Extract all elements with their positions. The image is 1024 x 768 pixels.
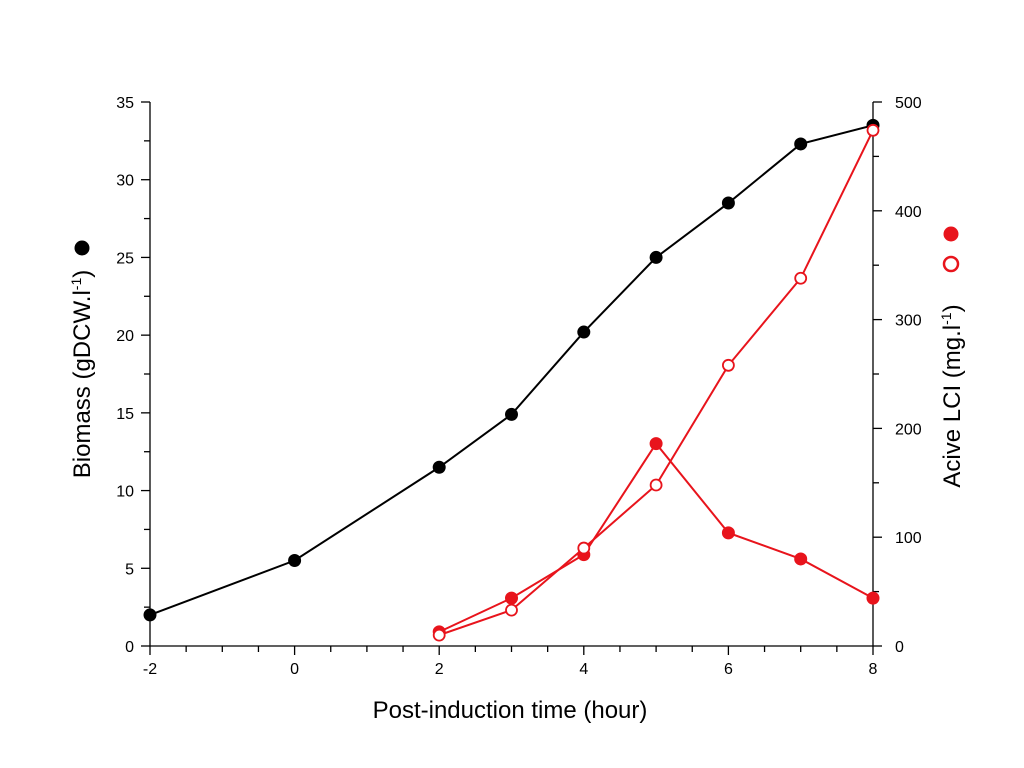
y-axis-title-right-sup: -1 (938, 312, 954, 325)
y-right-tick-label: 300 (895, 313, 922, 330)
data-point-series-0 (794, 137, 808, 151)
x-tick-label: 2 (435, 661, 444, 678)
x-tick-label: 4 (579, 661, 588, 678)
y-right-tick-label: 100 (895, 530, 922, 547)
data-point-series-2 (722, 358, 735, 372)
data-point-series-2 (432, 628, 446, 642)
series-group (143, 118, 880, 642)
data-point-series-0 (649, 250, 663, 264)
y-right-tick-label: 400 (895, 204, 922, 221)
data-point-series-2 (577, 541, 591, 555)
right-legend-open-marker (942, 255, 960, 273)
y-axis-title-left-tail: ) (69, 270, 96, 278)
y-axis-title-right: Acive LCI (mg.l-1) (938, 304, 966, 487)
y-left-tick-label: 10 (116, 484, 134, 501)
x-tick-label: 8 (869, 661, 878, 678)
y-left-tick-label: 30 (116, 173, 134, 190)
data-point-series-2 (649, 478, 663, 492)
data-point-series-2 (505, 603, 518, 617)
y-axis-title-left-text: Biomass (gDCW.l (69, 290, 96, 478)
x-tick-label: -2 (143, 661, 157, 678)
y-axis-title-left: Biomass (gDCW.l-1) (68, 270, 96, 478)
data-point-series-1 (794, 552, 808, 566)
y-left-tick-label: 15 (116, 406, 134, 423)
y-right-tick-label: 200 (895, 421, 922, 438)
y-left-tick-label: 5 (125, 561, 134, 578)
data-point-series-1 (866, 591, 880, 605)
x-axis-title: Post-induction time (hour) (373, 697, 648, 724)
x-tick-label: 0 (290, 661, 299, 678)
data-point-series-1 (721, 526, 735, 540)
data-point-series-2 (794, 271, 808, 285)
series-line-1 (438, 441, 874, 633)
y-left-tick-label: 20 (116, 328, 134, 345)
data-point-series-1 (649, 437, 663, 451)
y-left-tick-label: 25 (116, 250, 134, 267)
data-point-series-1 (505, 591, 518, 605)
y-axis-title-right-text: Acive LCI (mg.l (939, 325, 966, 488)
data-point-series-0 (577, 325, 591, 339)
y-right-tick-label: 500 (895, 95, 922, 112)
x-tick-label: 6 (724, 661, 733, 678)
data-point-series-0 (721, 196, 735, 210)
left-legend-marker (74, 240, 90, 256)
series-line-2 (438, 129, 874, 637)
series-line-0 (149, 124, 874, 616)
data-point-series-0 (288, 554, 302, 568)
y-left-tick-label: 0 (125, 639, 134, 656)
right-legend-filled-marker (943, 226, 959, 242)
data-point-series-2 (866, 123, 880, 137)
y-right-tick-label: 0 (895, 639, 904, 656)
y-left-tick-label: 35 (116, 95, 134, 112)
data-point-series-0 (143, 608, 157, 622)
data-point-series-0 (432, 460, 446, 474)
y-axis-title-right-tail: ) (939, 304, 966, 312)
y-axis-title-left-sup: -1 (68, 278, 84, 291)
data-point-series-0 (505, 407, 518, 421)
